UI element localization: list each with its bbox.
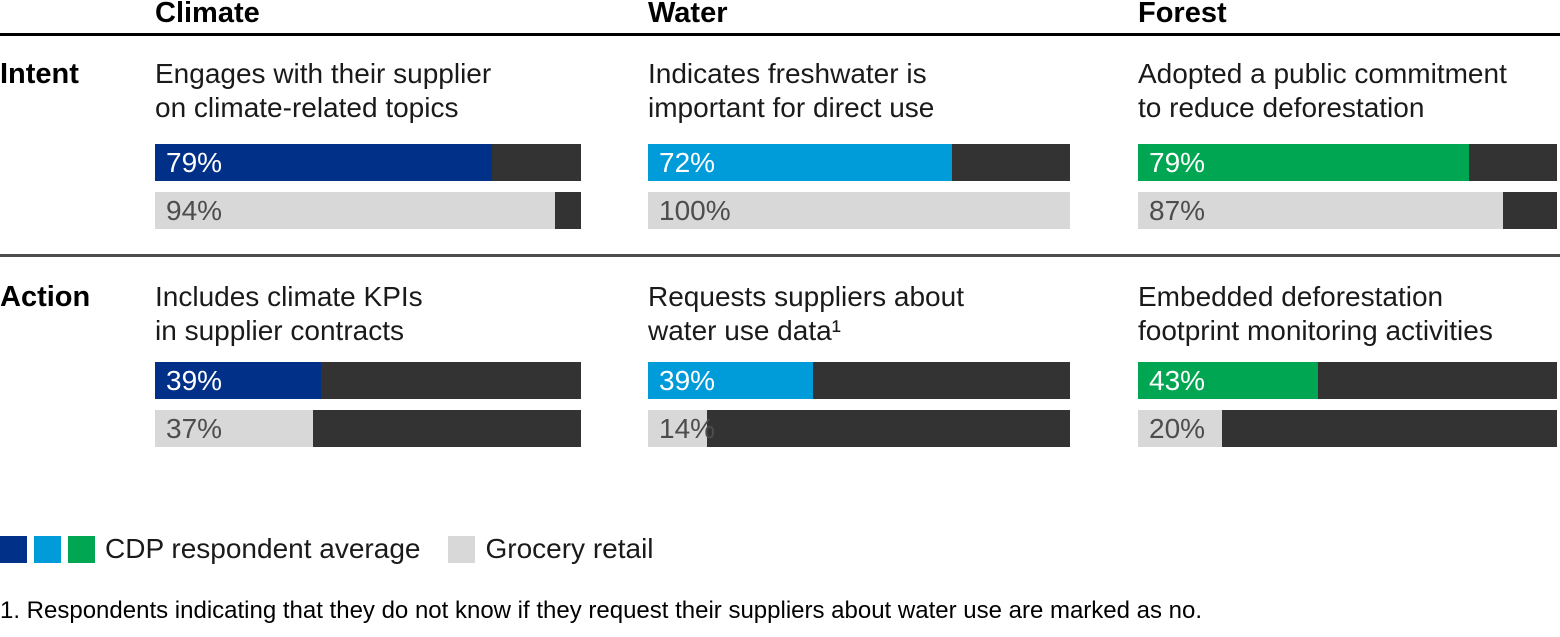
header-rule (0, 33, 1560, 36)
description-line: water use data¹ (648, 315, 841, 346)
description-line: to reduce deforestation (1138, 92, 1425, 123)
bar-grocery: 94% (155, 192, 581, 229)
bar-grocery: 100% (648, 192, 1070, 229)
bar-cdp: 79% (155, 144, 581, 181)
bar-value-label: 39% (659, 365, 716, 396)
bar-track (648, 410, 1070, 447)
bar-value-label: 79% (166, 147, 223, 178)
description-line: on climate-related topics (155, 92, 459, 123)
bar-cdp: 39% (155, 362, 581, 399)
bar-fill-cdp: 79% (155, 144, 492, 181)
cell-description: Requests suppliers about water use data¹ (648, 280, 1070, 362)
bar-value-label: 43% (1149, 365, 1206, 396)
water-swatch (34, 535, 61, 563)
section-divider-rule (0, 254, 1560, 257)
cell-description: Engages with their supplier on climate-re… (155, 57, 581, 144)
description-line: Requests suppliers about (648, 281, 964, 312)
bar-value-label: 87% (1149, 195, 1206, 226)
column-header-forest: Forest (1138, 0, 1227, 29)
bar-fill-grocery: 94% (155, 192, 556, 229)
bar-value-label: 39% (166, 365, 223, 396)
cell-description: Adopted a public commitment to reduce def… (1138, 57, 1557, 144)
legend: CDP respondent average Grocery retail (0, 535, 654, 563)
bar-value-label: 79% (1149, 147, 1206, 178)
bar-value-label: 14% (659, 413, 716, 444)
cell-description: Indicates freshwater is important for dir… (648, 57, 1070, 144)
bar-grocery: 37% (155, 410, 581, 447)
legend-label-grocery: Grocery retail (485, 533, 654, 564)
bar-fill-cdp: 39% (648, 362, 813, 399)
bar-cdp: 43% (1138, 362, 1557, 399)
bar-fill-grocery: 20% (1138, 410, 1222, 447)
cell-intent-forest: Adopted a public commitment to reduce def… (1138, 57, 1557, 240)
description-line: in supplier contracts (155, 315, 405, 346)
bar-value-label: 100% (659, 195, 731, 226)
bar-fill-cdp: 43% (1138, 362, 1319, 399)
description-line: Embedded deforestation (1138, 281, 1444, 312)
description-line: Includes climate KPIs (155, 281, 423, 312)
row-label-intent: Intent (0, 58, 79, 90)
bar-cdp: 79% (1138, 144, 1557, 181)
grocery-swatch (448, 535, 476, 563)
cell-action-forest: Embedded deforestation footprint monitori… (1138, 280, 1557, 458)
cell-action-climate: Includes climate KPIs in supplier contrac… (155, 280, 581, 458)
row-label-action: Action (0, 281, 91, 313)
forest-swatch (68, 535, 95, 563)
bar-fill-grocery: 37% (155, 410, 313, 447)
cell-intent-water: Indicates freshwater is important for dir… (648, 57, 1070, 240)
bar-fill-grocery: 14% (648, 410, 716, 447)
bar-fill-grocery: 100% (648, 192, 1070, 229)
legend-label-cdp: CDP respondent average (105, 533, 421, 564)
bar-grocery: 20% (1138, 410, 1557, 447)
description-line: footprint monitoring activities (1138, 315, 1493, 346)
column-header-water: Water (648, 0, 728, 29)
bar-grocery: 87% (1138, 192, 1557, 229)
bar-fill-cdp: 39% (155, 362, 322, 399)
description-line: Adopted a public commitment (1138, 58, 1507, 89)
cell-action-water: Requests suppliers about water use data¹ … (648, 280, 1070, 458)
description-line: Engages with their supplier (155, 58, 492, 89)
bar-grocery: 14% (648, 410, 1070, 447)
bar-fill-cdp: 72% (648, 144, 952, 181)
description-line: important for direct use (648, 92, 935, 123)
bar-cdp: 39% (648, 362, 1070, 399)
bar-value-label: 94% (166, 195, 223, 226)
cell-description: Includes climate KPIs in supplier contrac… (155, 280, 581, 362)
bar-value-label: 20% (1149, 413, 1206, 444)
legend-group-grocery: Grocery retail (448, 533, 654, 564)
bar-value-label: 72% (659, 147, 716, 178)
cell-intent-climate: Engages with their supplier on climate-re… (155, 57, 581, 240)
bar-fill-cdp: 79% (1138, 144, 1469, 181)
column-header-climate: Climate (155, 0, 260, 29)
bar-value-label: 37% (166, 413, 223, 444)
footnote: 1. Respondents indicating that they do n… (0, 597, 1203, 624)
bar-fill-grocery: 87% (1138, 192, 1503, 229)
climate-swatch (0, 535, 27, 563)
bar-cdp: 72% (648, 144, 1070, 181)
cell-description: Embedded deforestation footprint monitori… (1138, 280, 1557, 362)
description-line: Indicates freshwater is (648, 58, 927, 89)
